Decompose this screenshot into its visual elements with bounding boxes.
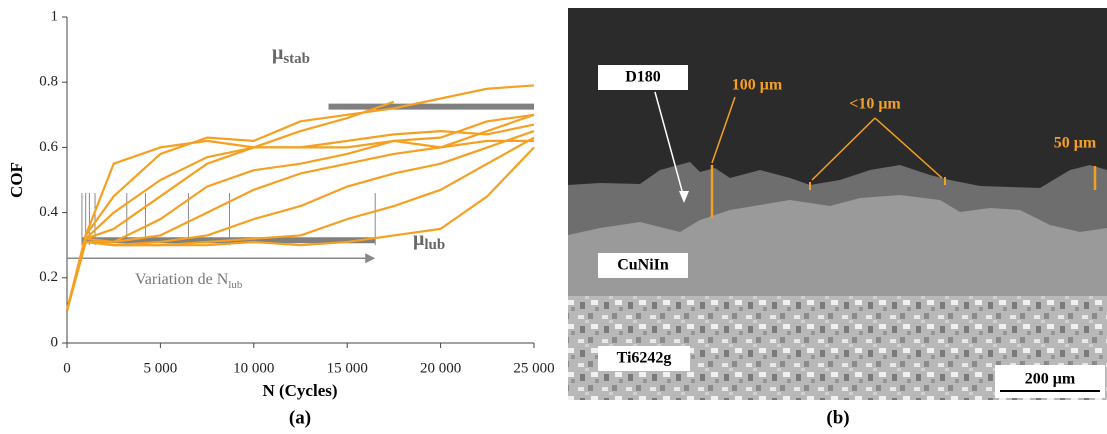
annotation: μstab bbox=[272, 42, 310, 68]
caption: (a) bbox=[289, 407, 311, 428]
x-tick-label: 20 000 bbox=[420, 360, 461, 376]
x-tick-label: 5 000 bbox=[144, 360, 178, 376]
x-tick-label: 10 000 bbox=[233, 360, 274, 376]
x-tick-label: 25 000 bbox=[513, 360, 554, 376]
arrow-head bbox=[365, 253, 376, 264]
x-tick-label: 0 bbox=[63, 360, 71, 376]
label: CuNiIn bbox=[617, 257, 669, 274]
series-line bbox=[65, 146, 535, 311]
caption: (b) bbox=[826, 407, 849, 428]
series-line bbox=[65, 139, 534, 311]
y-tick-label: 1 bbox=[51, 8, 59, 24]
label: D180 bbox=[625, 69, 661, 86]
x-axis-label: N (Cycles) bbox=[262, 381, 337, 400]
y-tick-label: 0.4 bbox=[39, 204, 58, 220]
dimension: <10 μm bbox=[849, 96, 901, 113]
y-tick-label: 0 bbox=[51, 334, 59, 350]
series-line bbox=[65, 113, 535, 311]
series-line bbox=[65, 100, 395, 311]
y-tick-label: 0.8 bbox=[39, 74, 58, 90]
y-tick-label: 0.2 bbox=[39, 269, 58, 285]
dimension: 100 μm bbox=[732, 77, 783, 94]
micrograph bbox=[568, 8, 1107, 400]
x-tick-label: 15 000 bbox=[327, 360, 368, 376]
series-line bbox=[65, 84, 535, 311]
scale-bar: 200 μm bbox=[1025, 371, 1076, 388]
y-axis-label: COF bbox=[7, 162, 26, 198]
dimension: 50 μm bbox=[1054, 135, 1097, 152]
annotation: Variation de Nlub bbox=[135, 271, 243, 291]
label: Ti6242g bbox=[617, 350, 672, 367]
y-tick-label: 0.6 bbox=[39, 139, 58, 155]
